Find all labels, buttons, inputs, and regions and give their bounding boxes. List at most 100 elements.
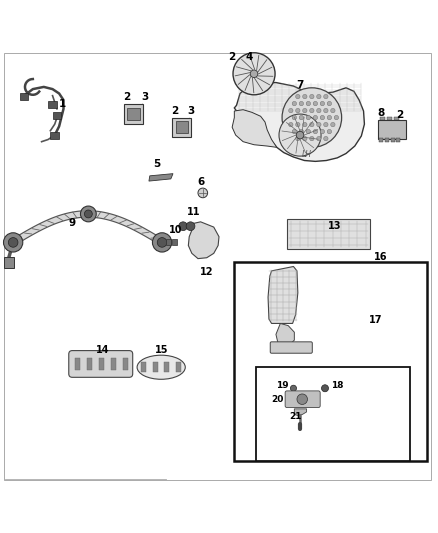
- Text: 21: 21: [289, 412, 302, 421]
- Circle shape: [157, 238, 167, 247]
- Polygon shape: [268, 266, 298, 324]
- Text: 4: 4: [245, 52, 252, 62]
- Text: 19: 19: [276, 381, 289, 390]
- Bar: [176, 121, 188, 133]
- Bar: [166, 239, 171, 246]
- Bar: [20, 93, 28, 100]
- Text: 11: 11: [187, 207, 201, 217]
- Circle shape: [310, 108, 314, 113]
- Circle shape: [324, 136, 328, 141]
- Circle shape: [331, 123, 335, 127]
- Circle shape: [290, 385, 297, 391]
- Bar: [50, 132, 59, 139]
- FancyBboxPatch shape: [285, 391, 320, 408]
- Text: 17: 17: [369, 315, 382, 325]
- Circle shape: [303, 123, 307, 127]
- Polygon shape: [234, 83, 364, 161]
- Text: LH: LH: [302, 150, 311, 159]
- Bar: [172, 239, 177, 246]
- Polygon shape: [232, 110, 277, 147]
- Circle shape: [310, 94, 314, 99]
- FancyBboxPatch shape: [69, 351, 133, 377]
- Circle shape: [317, 94, 321, 99]
- Bar: [4, 257, 14, 268]
- Circle shape: [324, 123, 328, 127]
- Circle shape: [296, 136, 300, 141]
- Circle shape: [186, 222, 195, 231]
- Circle shape: [303, 136, 307, 141]
- Circle shape: [310, 136, 314, 141]
- Text: 18: 18: [331, 381, 343, 390]
- Circle shape: [292, 115, 297, 120]
- Bar: [256, 367, 410, 462]
- Bar: [141, 362, 146, 372]
- Text: 13: 13: [328, 221, 342, 231]
- Circle shape: [303, 108, 307, 113]
- Circle shape: [306, 115, 311, 120]
- Circle shape: [299, 130, 304, 134]
- Circle shape: [289, 123, 293, 127]
- Circle shape: [8, 238, 18, 247]
- Text: 12: 12: [201, 266, 214, 277]
- Polygon shape: [188, 222, 219, 259]
- Circle shape: [321, 385, 328, 392]
- Text: 16: 16: [374, 252, 388, 262]
- Circle shape: [317, 123, 321, 127]
- Text: 5: 5: [153, 159, 160, 169]
- Circle shape: [320, 101, 325, 106]
- Circle shape: [179, 222, 187, 231]
- Bar: [234, 262, 427, 462]
- Circle shape: [85, 210, 92, 218]
- Text: 2: 2: [124, 92, 131, 102]
- Circle shape: [327, 130, 332, 134]
- Circle shape: [296, 131, 304, 139]
- Circle shape: [250, 70, 258, 78]
- Text: 6: 6: [197, 177, 204, 187]
- Text: 10: 10: [169, 225, 182, 235]
- Bar: [87, 358, 92, 370]
- Circle shape: [292, 101, 297, 106]
- Circle shape: [317, 136, 321, 141]
- Bar: [48, 101, 57, 108]
- FancyBboxPatch shape: [270, 342, 312, 353]
- Polygon shape: [149, 174, 173, 181]
- Circle shape: [4, 233, 23, 252]
- Circle shape: [313, 130, 318, 134]
- Circle shape: [303, 94, 307, 99]
- Circle shape: [279, 114, 321, 156]
- Text: 20: 20: [272, 395, 284, 403]
- Bar: [385, 138, 389, 142]
- Circle shape: [313, 101, 318, 106]
- Bar: [287, 219, 370, 249]
- Circle shape: [306, 130, 311, 134]
- Bar: [379, 138, 383, 142]
- Circle shape: [331, 108, 335, 113]
- Ellipse shape: [137, 355, 185, 379]
- Text: 1: 1: [59, 99, 67, 109]
- Circle shape: [327, 101, 332, 106]
- Circle shape: [296, 108, 300, 113]
- Bar: [172, 118, 191, 137]
- Bar: [176, 362, 181, 372]
- Circle shape: [299, 115, 304, 120]
- Polygon shape: [276, 324, 294, 346]
- Circle shape: [289, 108, 293, 113]
- Circle shape: [299, 101, 304, 106]
- Bar: [124, 104, 143, 124]
- Circle shape: [317, 108, 321, 113]
- Bar: [396, 138, 400, 142]
- Circle shape: [306, 101, 311, 106]
- Text: 15: 15: [155, 345, 169, 355]
- Text: 9: 9: [69, 219, 76, 229]
- Circle shape: [81, 206, 96, 222]
- Text: 2: 2: [228, 52, 235, 62]
- Circle shape: [233, 53, 275, 95]
- Circle shape: [320, 130, 325, 134]
- Text: 2: 2: [172, 106, 179, 116]
- Text: 7: 7: [297, 80, 304, 90]
- Bar: [127, 108, 140, 120]
- Text: 2: 2: [396, 110, 404, 120]
- Text: 3: 3: [141, 92, 148, 102]
- Circle shape: [282, 88, 342, 147]
- Bar: [123, 358, 128, 370]
